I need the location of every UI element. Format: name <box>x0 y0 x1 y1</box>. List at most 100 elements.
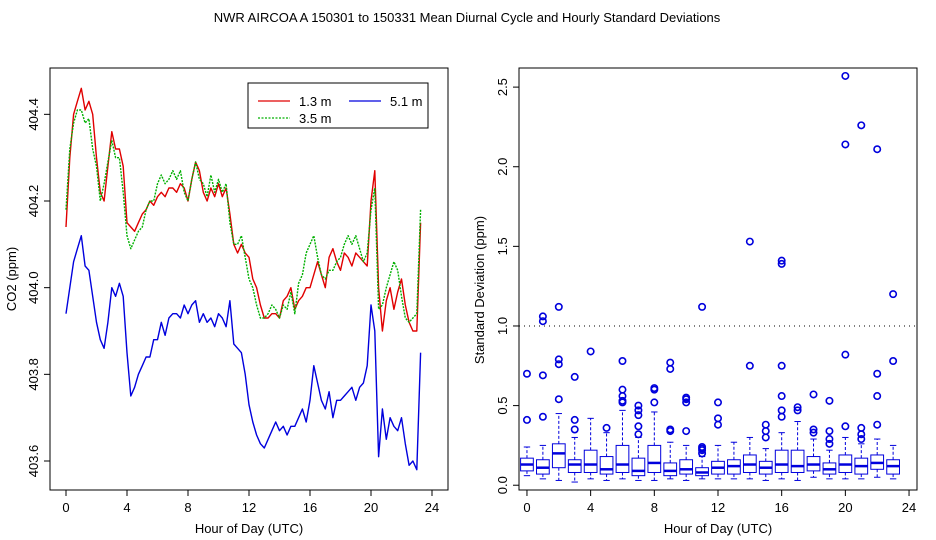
left-y-tick-label: 403.6 <box>26 445 41 478</box>
box-iqr <box>679 459 694 475</box>
box-outlier <box>825 435 834 444</box>
box-outlier <box>841 140 850 149</box>
box-outlier <box>634 411 643 420</box>
box-outlier <box>666 358 675 367</box>
right-x-axis-label: Hour of Day (UTC) <box>664 521 772 536</box>
left-x-tick-label: 4 <box>123 500 130 515</box>
box-hour-10 <box>679 393 694 481</box>
figure-title: NWR AIRCOA A 150301 to 150331 Mean Diurn… <box>214 10 721 25</box>
box-outlier <box>793 403 802 412</box>
left-y-tick-label: 404.2 <box>26 185 41 218</box>
box-hour-11 <box>695 302 709 480</box>
box-outlier <box>713 398 722 407</box>
legend-label-1-3m: 1.3 m <box>299 94 332 109</box>
box-outlier <box>809 428 818 437</box>
box-outlier <box>682 427 691 436</box>
box-outlier <box>809 425 818 434</box>
box-outlier <box>634 430 643 439</box>
box-hour-18 <box>806 390 821 478</box>
boxplots <box>520 71 900 483</box>
box-outlier <box>618 385 627 394</box>
box-outlier <box>873 145 882 154</box>
right-y-tick-label: 1.5 <box>495 237 510 255</box>
series-line-5-1-m <box>65 234 422 471</box>
box-outlier <box>761 427 770 436</box>
box-outlier <box>745 237 754 246</box>
box-outlier <box>841 350 850 359</box>
series-line-3-5-m <box>65 109 422 323</box>
box-outlier <box>570 415 579 424</box>
box-outlier <box>554 355 563 364</box>
box-outlier <box>618 396 627 405</box>
left-x-tick-label: 16 <box>303 500 317 515</box>
box-outlier <box>522 369 531 378</box>
box-outlier <box>825 396 834 405</box>
box-outlier <box>777 406 786 415</box>
box-outlier <box>682 398 691 407</box>
box-outlier <box>570 425 579 434</box>
left-x-tick-label: 0 <box>62 500 69 515</box>
box-hour-9 <box>663 358 678 480</box>
box-hour-6 <box>615 357 630 480</box>
box-iqr <box>631 457 646 477</box>
box-outlier <box>650 398 659 407</box>
box-hour-12 <box>711 398 725 480</box>
box-outlier <box>825 427 834 436</box>
box-outlier <box>602 423 611 432</box>
std-dev-boxplot-chart: 0 4 8 12 16 20 24 0.0 0.5 1.0 1.5 2.0 2.5 Hour of Da… <box>472 67 918 536</box>
box-hour-8 <box>647 384 662 481</box>
box-outlier <box>698 302 707 311</box>
right-y-tick-label: 1.0 <box>495 317 510 335</box>
box-outlier <box>554 395 563 404</box>
box-outlier <box>618 357 627 366</box>
legend-label-5-1m: 5.1 m <box>390 94 423 109</box>
right-y-tick-label: 2.5 <box>495 78 510 96</box>
box-outlier <box>538 412 547 421</box>
box-outlier <box>666 425 675 434</box>
box-hour-22 <box>870 145 885 478</box>
box-outlier <box>777 412 786 421</box>
legend: 1.3 m 5.1 m 3.5 m <box>247 82 429 129</box>
right-x-tick-label: 12 <box>711 500 725 515</box>
box-outlier <box>761 420 770 429</box>
box-outlier <box>873 369 882 378</box>
box-outlier <box>666 364 675 373</box>
box-outlier <box>634 406 643 415</box>
box-iqr <box>615 444 630 473</box>
box-outlier <box>554 360 563 369</box>
box-outlier <box>538 371 547 380</box>
box-outlier <box>682 393 691 402</box>
box-outlier <box>634 422 643 431</box>
box-outlier <box>857 435 866 444</box>
left-y-tick-label: 403.8 <box>26 358 41 391</box>
box-outlier <box>650 384 659 393</box>
box-outlier <box>761 433 770 442</box>
box-outlier <box>841 422 850 431</box>
box-iqr <box>583 449 598 473</box>
box-iqr <box>663 462 678 477</box>
box-hour-16 <box>774 256 789 480</box>
right-x-tick-label: 24 <box>902 500 916 515</box>
box-hour-21 <box>854 121 869 480</box>
box-outlier <box>522 415 531 424</box>
legend-box <box>247 82 429 129</box>
left-x-axis-label: Hour of Day (UTC) <box>195 521 303 536</box>
right-y-tick-label: 0.0 <box>495 476 510 494</box>
box-hour-20 <box>838 71 853 480</box>
box-outlier <box>777 256 786 265</box>
left-y-tick-label: 404.4 <box>26 98 41 131</box>
box-outlier <box>745 361 754 370</box>
box-outlier <box>777 361 786 370</box>
box-outlier <box>777 259 786 268</box>
box-hour-15 <box>758 420 773 481</box>
box-outlier <box>634 401 643 410</box>
box-outlier <box>889 357 898 366</box>
box-outlier <box>873 392 882 401</box>
left-y-tick-label: 404.0 <box>26 271 41 304</box>
right-y-tick-label: 0.5 <box>495 397 510 415</box>
right-x-tick-label: 16 <box>774 500 788 515</box>
box-outlier <box>698 443 707 452</box>
box-iqr <box>647 444 662 473</box>
box-hour-13 <box>727 441 741 480</box>
